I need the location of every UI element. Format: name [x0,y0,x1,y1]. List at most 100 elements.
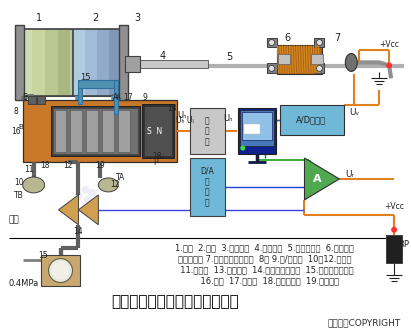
Bar [44,29,58,96]
Text: 13: 13 [167,104,177,113]
Ellipse shape [23,177,44,193]
Text: Uᵣ: Uᵣ [345,170,354,179]
Circle shape [391,227,397,233]
Text: A/D转换器: A/D转换器 [296,116,326,125]
Circle shape [316,65,322,71]
Bar [85,29,97,96]
Text: 16.阀心  17.阀心杆  18.电磁阀壳体  19.永久磁铁: 16.阀心 17.阀心杆 18.电磁阀壳体 19.永久磁铁 [190,276,339,285]
Text: 17: 17 [123,93,133,102]
Ellipse shape [345,54,357,71]
Bar [314,38,324,48]
Bar [23,100,177,162]
Text: 14: 14 [74,227,83,236]
Circle shape [316,40,322,46]
Text: 1: 1 [35,13,42,23]
Circle shape [81,186,90,194]
Text: 15: 15 [80,73,91,82]
Bar [190,158,225,216]
Text: 位器传感器 7.滑动触点（电刷）  8、 9.进/出气孔  10、12.消音器: 位器传感器 7.滑动触点（电刷） 8、 9.进/出气孔 10、12.消音器 [178,254,351,263]
Text: +Vcc: +Vcc [379,40,399,49]
Text: TB: TB [14,191,23,200]
Text: 3: 3 [134,13,140,23]
Text: 5: 5 [227,53,233,63]
Text: 2: 2 [92,13,99,23]
Circle shape [269,65,275,71]
Bar [312,55,323,64]
Bar [37,96,44,104]
Bar [118,110,130,152]
Circle shape [240,146,245,151]
Bar [386,235,402,263]
Bar [55,110,67,152]
Text: P: P [153,158,157,166]
Text: 16: 16 [11,127,21,136]
Text: RP: RP [398,240,409,249]
Bar [74,29,85,96]
Text: 11.进气孔  13.电磁线圈  14.电动比例调节阀  15.气源处理三联件: 11.进气孔 13.电磁线圈 14.电动比例调节阀 15.气源处理三联件 [175,265,354,274]
Bar [58,29,70,96]
Text: D/A
转
换
器: D/A 转 换 器 [200,167,214,207]
Circle shape [83,196,91,204]
Text: 15: 15 [39,251,48,260]
Polygon shape [79,195,98,225]
Bar [125,57,140,72]
Bar [238,108,276,154]
Bar [15,25,24,100]
Bar [70,110,83,152]
Text: Uₕ Uₗ: Uₕ Uₗ [176,116,194,125]
Bar [240,110,274,146]
Bar [142,104,174,158]
Text: 0.4MPa: 0.4MPa [9,279,39,288]
Bar [277,45,322,74]
Bar [79,80,118,88]
Bar [41,255,81,286]
Bar [279,105,344,135]
Text: 18: 18 [152,152,162,161]
Bar [97,29,109,96]
Circle shape [88,189,96,197]
Text: +Vcc: +Vcc [384,202,404,211]
Bar [267,63,277,73]
Circle shape [51,262,69,279]
Bar [190,108,225,154]
Text: 驱
动
器: 驱 动 器 [205,116,209,146]
Bar [74,29,123,96]
Circle shape [386,62,392,68]
Circle shape [74,192,83,200]
Bar [244,124,260,134]
Text: 12: 12 [111,180,120,189]
Text: 7: 7 [334,33,340,43]
Text: Uₕ: Uₕ [223,114,233,123]
Text: B: B [23,93,28,102]
Bar [18,29,74,96]
Text: A: A [116,94,121,100]
Text: 8: 8 [13,107,18,116]
Bar [102,110,114,152]
Text: 18: 18 [40,161,49,169]
Bar [86,110,98,152]
Text: 6: 6 [284,33,291,43]
Bar [314,63,324,73]
Bar [109,29,121,96]
Bar [119,25,128,100]
Polygon shape [58,195,79,225]
Bar [18,29,123,96]
Bar [114,80,118,114]
Text: TA: TA [115,173,125,182]
Bar [32,29,44,96]
Text: Uₕ: Uₕ [177,111,187,120]
Bar [242,112,272,140]
Text: 4: 4 [160,52,166,62]
Text: 气源: 气源 [9,215,19,224]
Bar [18,29,32,96]
Circle shape [269,40,275,46]
Bar [144,106,172,156]
Ellipse shape [98,178,118,192]
Bar [28,96,36,104]
Text: S  N: S N [148,127,163,136]
Text: 19: 19 [95,161,105,169]
Text: A: A [313,174,322,184]
Bar [53,108,138,154]
Text: 东方仿真COPYRIGHT: 东方仿真COPYRIGHT [328,318,401,327]
Text: Uᵥ: Uᵥ [349,108,359,117]
